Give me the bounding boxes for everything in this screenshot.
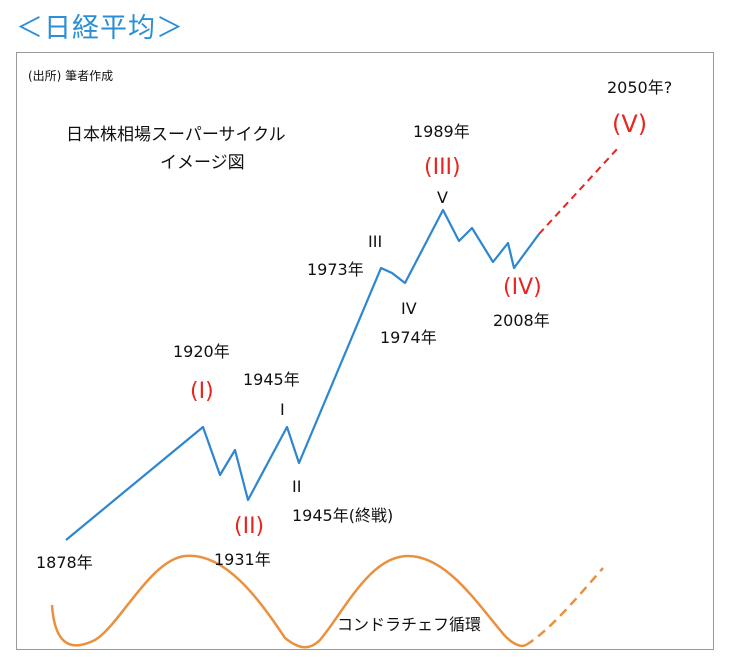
wave-minor-1: I bbox=[280, 400, 285, 419]
wave-minor-2: II bbox=[292, 477, 301, 496]
diagram-frame bbox=[16, 52, 714, 650]
kondratiev-label: コンドラチェフ循環 bbox=[337, 615, 481, 634]
projection-dashed-line bbox=[538, 147, 619, 235]
source-note: (出所) 筆者作成 bbox=[28, 69, 113, 83]
label-1878: 1878年 bbox=[36, 553, 93, 572]
wave-major-4: (IV) bbox=[503, 275, 542, 300]
label-1973: 1973年 bbox=[307, 260, 364, 279]
label-1989: 1989年 bbox=[413, 122, 470, 141]
label-2050: 2050年? bbox=[607, 78, 672, 97]
kondratiev-cycle-curve bbox=[50, 554, 527, 649]
wave-major-3: (III) bbox=[424, 155, 461, 180]
wave-minor-5: V bbox=[437, 188, 448, 207]
nikkei-wave-line bbox=[65, 208, 540, 541]
label-1931: 1931年 bbox=[214, 550, 271, 569]
heading-line1: 日本株相場スーパーサイクル bbox=[66, 125, 286, 145]
page-title: ＜日経平均＞ bbox=[16, 13, 184, 44]
wave-major-5: (V) bbox=[612, 110, 647, 138]
label-1945-b: 1945年(終戦) bbox=[292, 506, 393, 525]
wave-minor-4: IV bbox=[401, 299, 417, 318]
wave-minor-3: III bbox=[368, 232, 382, 251]
kondratiev-cycle-dashed bbox=[525, 567, 604, 647]
wave-major-2: (II) bbox=[234, 514, 264, 539]
label-1974: 1974年 bbox=[380, 328, 437, 347]
wave-major-1: (I) bbox=[190, 379, 214, 404]
label-1945-a: 1945年 bbox=[243, 370, 300, 389]
label-1920: 1920年 bbox=[173, 342, 230, 361]
label-2008: 2008年 bbox=[493, 311, 550, 330]
heading-line2: イメージ図 bbox=[160, 153, 245, 173]
